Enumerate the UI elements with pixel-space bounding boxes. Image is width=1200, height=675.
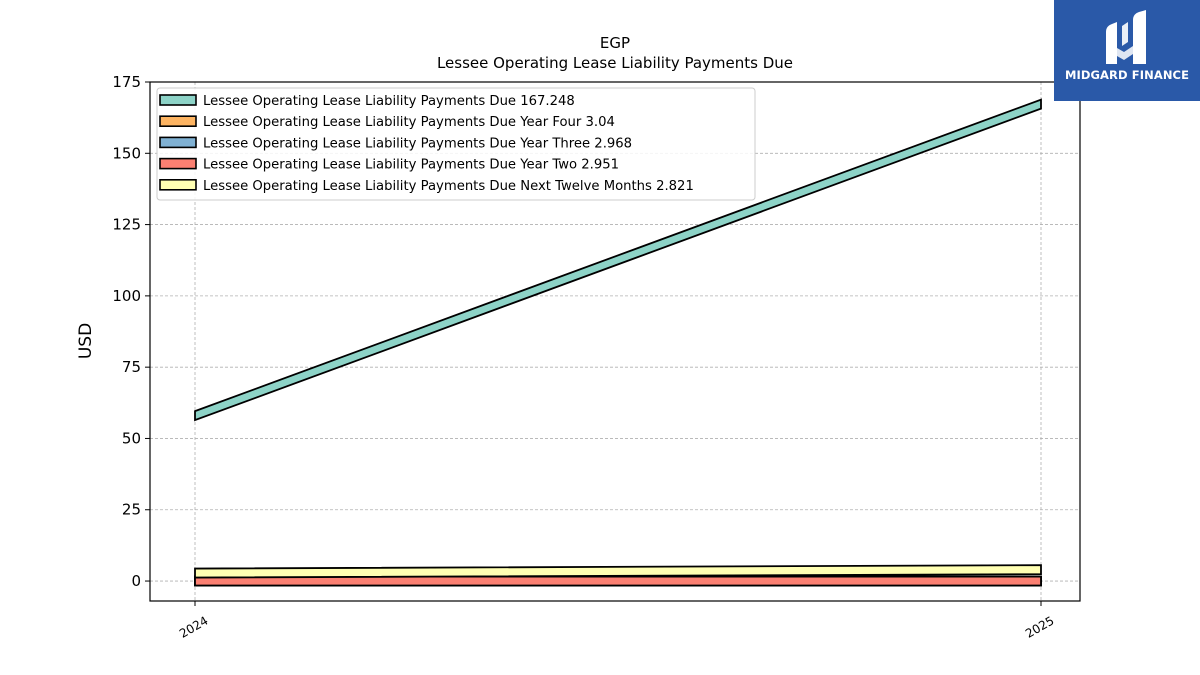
legend-entry: Lessee Operating Lease Liability Payment… xyxy=(203,94,575,109)
y-tick-label: 25 xyxy=(122,501,141,519)
chart-subtitle: Lessee Operating Lease Liability Payment… xyxy=(437,54,793,72)
y-tick-label: 125 xyxy=(112,216,141,234)
legend: Lessee Operating Lease Liability Payment… xyxy=(156,87,756,201)
legend-entry: Lessee Operating Lease Liability Payment… xyxy=(203,136,632,151)
axis-ticks: 0 25 50 75 100 125 150 175 2024 2025 xyxy=(112,73,1056,641)
series-band-4 xyxy=(194,564,1042,579)
y-tick-label: 50 xyxy=(122,429,141,447)
y-tick-label: 150 xyxy=(112,144,141,162)
brand-logo: MIDGARD FINANCE xyxy=(1054,0,1200,101)
y-tick-label: 0 xyxy=(131,572,141,590)
legend-swatch xyxy=(159,136,197,149)
x-tick-label: 2025 xyxy=(1023,613,1056,640)
series-layer xyxy=(194,98,1042,587)
midgard-m-logo-icon xyxy=(1106,10,1146,64)
legend-entry: Lessee Operating Lease Liability Payment… xyxy=(203,158,619,173)
legend-swatch xyxy=(159,115,197,127)
y-tick-label: 175 xyxy=(112,73,141,91)
legend-entry: Lessee Operating Lease Liability Payment… xyxy=(203,179,694,194)
legend-swatch xyxy=(159,179,197,191)
x-tick-label: 2024 xyxy=(177,613,210,640)
y-tick-label: 75 xyxy=(122,358,141,376)
y-axis-label: USD xyxy=(76,323,96,359)
legend-entry: Lessee Operating Lease Liability Payment… xyxy=(203,115,615,130)
legend-swatch xyxy=(159,157,197,170)
plot-frame xyxy=(149,81,1081,602)
y-tick-label: 100 xyxy=(112,287,141,305)
chart-title: EGP xyxy=(600,34,630,52)
legend-box xyxy=(156,87,756,201)
brand-name: MIDGARD FINANCE xyxy=(1064,68,1190,82)
legend-swatch xyxy=(159,94,197,106)
series-band-3 xyxy=(194,575,1042,587)
series-band-0 xyxy=(194,98,1042,422)
